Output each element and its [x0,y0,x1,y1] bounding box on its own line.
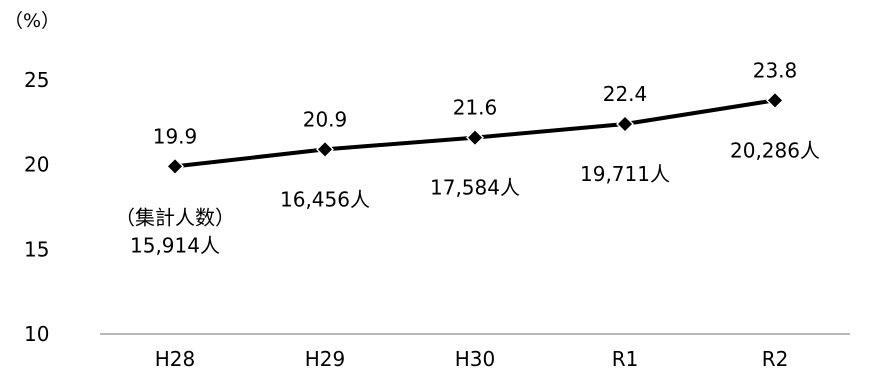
y-tick-label: 15 [24,237,49,261]
y-axis-unit-label: （%） [4,10,60,32]
count-label: 17,584人 [430,176,520,200]
data-point-marker [166,157,184,176]
y-tick-label: 10 [24,322,49,346]
x-tick-label: H28 [155,347,196,371]
data-labels: 19.9 20.9 21.6 22.4 23.8 [153,58,798,148]
x-tick-label: R2 [762,347,789,371]
count-label: 15,914人 [130,233,220,257]
data-label: 21.6 [453,96,498,120]
data-label: 22.4 [603,82,648,106]
count-label: 19,711人 [580,162,670,186]
count-label: 16,456人 [280,187,370,211]
x-tick-label: H30 [455,347,496,371]
y-tick-label: 20 [24,153,49,177]
x-tick-label: R1 [612,347,639,371]
data-point-marker [616,115,634,134]
count-labels: （集計人数） 15,914人 16,456人 17,584人 19,711人 20,286… [115,138,820,257]
data-point-marker [316,140,334,159]
y-axis-ticks: 10 15 20 25 [24,68,49,346]
x-axis-ticks: H28 H29 H30 R1 R2 [155,347,789,371]
series-markers [166,91,784,176]
data-label: 20.9 [303,107,348,131]
data-label: 23.8 [753,58,798,82]
data-point-marker [466,128,484,147]
data-label: 19.9 [153,124,198,148]
count-label: 20,286人 [730,138,820,162]
count-caption: （集計人数） [115,205,235,229]
x-tick-label: H29 [305,347,346,371]
data-point-marker [766,91,784,110]
y-tick-label: 25 [24,68,49,92]
